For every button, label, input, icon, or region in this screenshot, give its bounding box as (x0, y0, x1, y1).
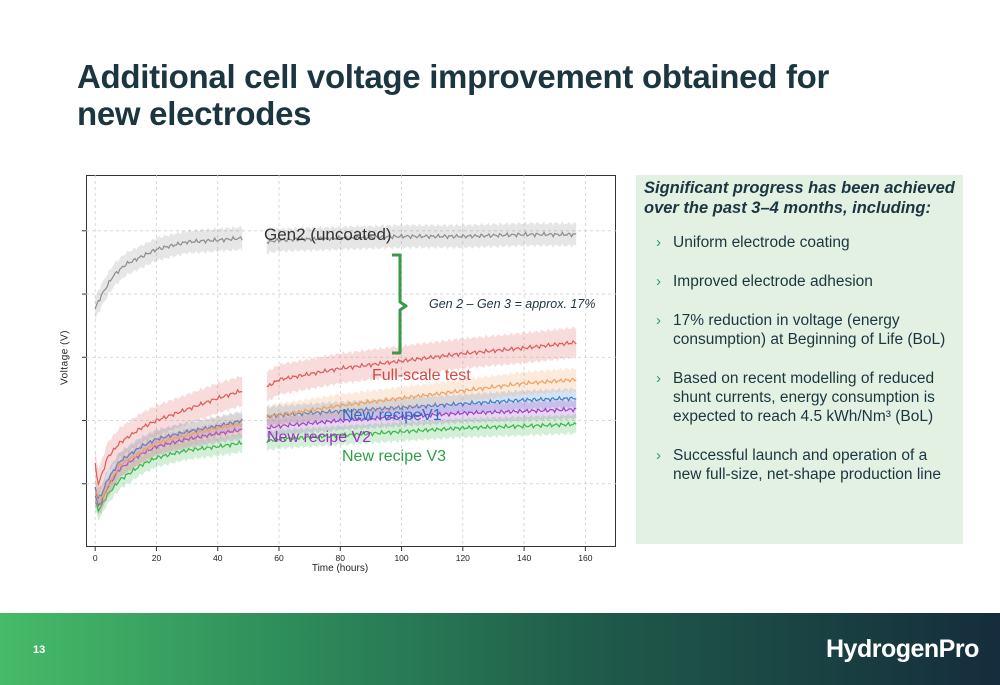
bullet-item: › Based on recent modelling of reduced sh… (656, 369, 956, 426)
series-line (266, 406, 577, 430)
bullet-text: Improved electrode adhesion (673, 273, 873, 290)
series-line (266, 230, 577, 245)
series-band (95, 419, 243, 515)
x-tick-label: 60 (274, 553, 284, 563)
bullet-text: Based on recent modelling of reduced shu… (673, 370, 935, 425)
y-axis-label-wrap: Voltage (V) (50, 330, 80, 390)
series-line (94, 423, 243, 499)
series-line (266, 339, 577, 388)
page-number: 13 (33, 644, 46, 656)
annotation-v3: New recipe V3 (342, 448, 446, 465)
x-tick-label: 20 (152, 553, 162, 563)
chevron-right-icon: › (656, 447, 661, 464)
info-panel: Significant progress has been achieved o… (636, 175, 963, 544)
x-tick-label: 140 (517, 553, 531, 563)
series-band (266, 326, 577, 402)
annotation-v1: New recipeV1 (342, 407, 442, 424)
slide-title: Additional cell voltage improvement obta… (77, 58, 830, 132)
x-tick-label: 0 (93, 553, 98, 563)
series-band (95, 431, 243, 521)
x-tick-label: 40 (213, 553, 223, 563)
annotation-gap: Gen 2 – Gen 3 = approx. 17% (429, 297, 595, 311)
chevron-right-icon: › (656, 312, 661, 329)
series-line (94, 439, 243, 514)
annotation-full-scale: Full-scale test (372, 367, 471, 384)
annotation-gen2: Gen2 (uncoated) (264, 225, 392, 244)
series-band (95, 409, 243, 508)
chevron-right-icon: › (656, 370, 661, 387)
series-band (95, 225, 243, 321)
bullet-text: Successful launch and operation of a new… (673, 447, 941, 483)
chart-svg: 0 20 40 60 80 100 120 140 160 Gen2 (uncoated) Full… (82, 175, 616, 563)
series-band (95, 412, 243, 509)
x-tick-label: 80 (336, 553, 346, 563)
footer-bar: 13 HydrogenPro (0, 613, 1000, 685)
chevron-right-icon: › (656, 234, 661, 251)
series-band (266, 413, 577, 453)
series-band (266, 367, 577, 430)
annotation-v2: New recipe V2 (267, 429, 371, 446)
chevron-right-icon: › (656, 273, 661, 290)
x-tick-label: 100 (394, 553, 408, 563)
bullet-list: › Uniform electrode coating › Improved ele… (656, 233, 956, 504)
gap-bracket (392, 253, 408, 355)
bullet-item: › Improved electrode adhesion (656, 272, 956, 291)
series-line (94, 235, 243, 310)
bullet-text: 17% reduction in voltage (energy consump… (673, 312, 946, 348)
y-axis-label: Voltage (V) (59, 330, 71, 385)
series-line (266, 377, 577, 419)
series-line (266, 395, 577, 419)
series-band (266, 387, 577, 427)
x-tick-label: 160 (578, 553, 592, 563)
hydrogenpro-logo: HydrogenPro (826, 635, 979, 663)
bullet-text: Uniform electrode coating (673, 234, 850, 251)
voltage-chart: 0 20 40 60 80 100 120 140 160 Gen2 (uncoated) Full… (82, 175, 616, 563)
series-band (95, 375, 243, 500)
bullet-item: › Successful launch and operation of a ne… (656, 446, 956, 484)
series-band (266, 398, 577, 439)
series-line (94, 388, 243, 487)
bullet-item: › Uniform electrode coating (656, 233, 956, 252)
info-heading: Significant progress has been achieved o… (644, 179, 955, 217)
x-axis-label: Time (hours) (311, 563, 369, 574)
bullet-item: › 17% reduction in voltage (energy consum… (656, 311, 956, 349)
x-tick-label: 120 (456, 553, 470, 563)
series-line (266, 421, 577, 444)
series-line (94, 427, 243, 507)
